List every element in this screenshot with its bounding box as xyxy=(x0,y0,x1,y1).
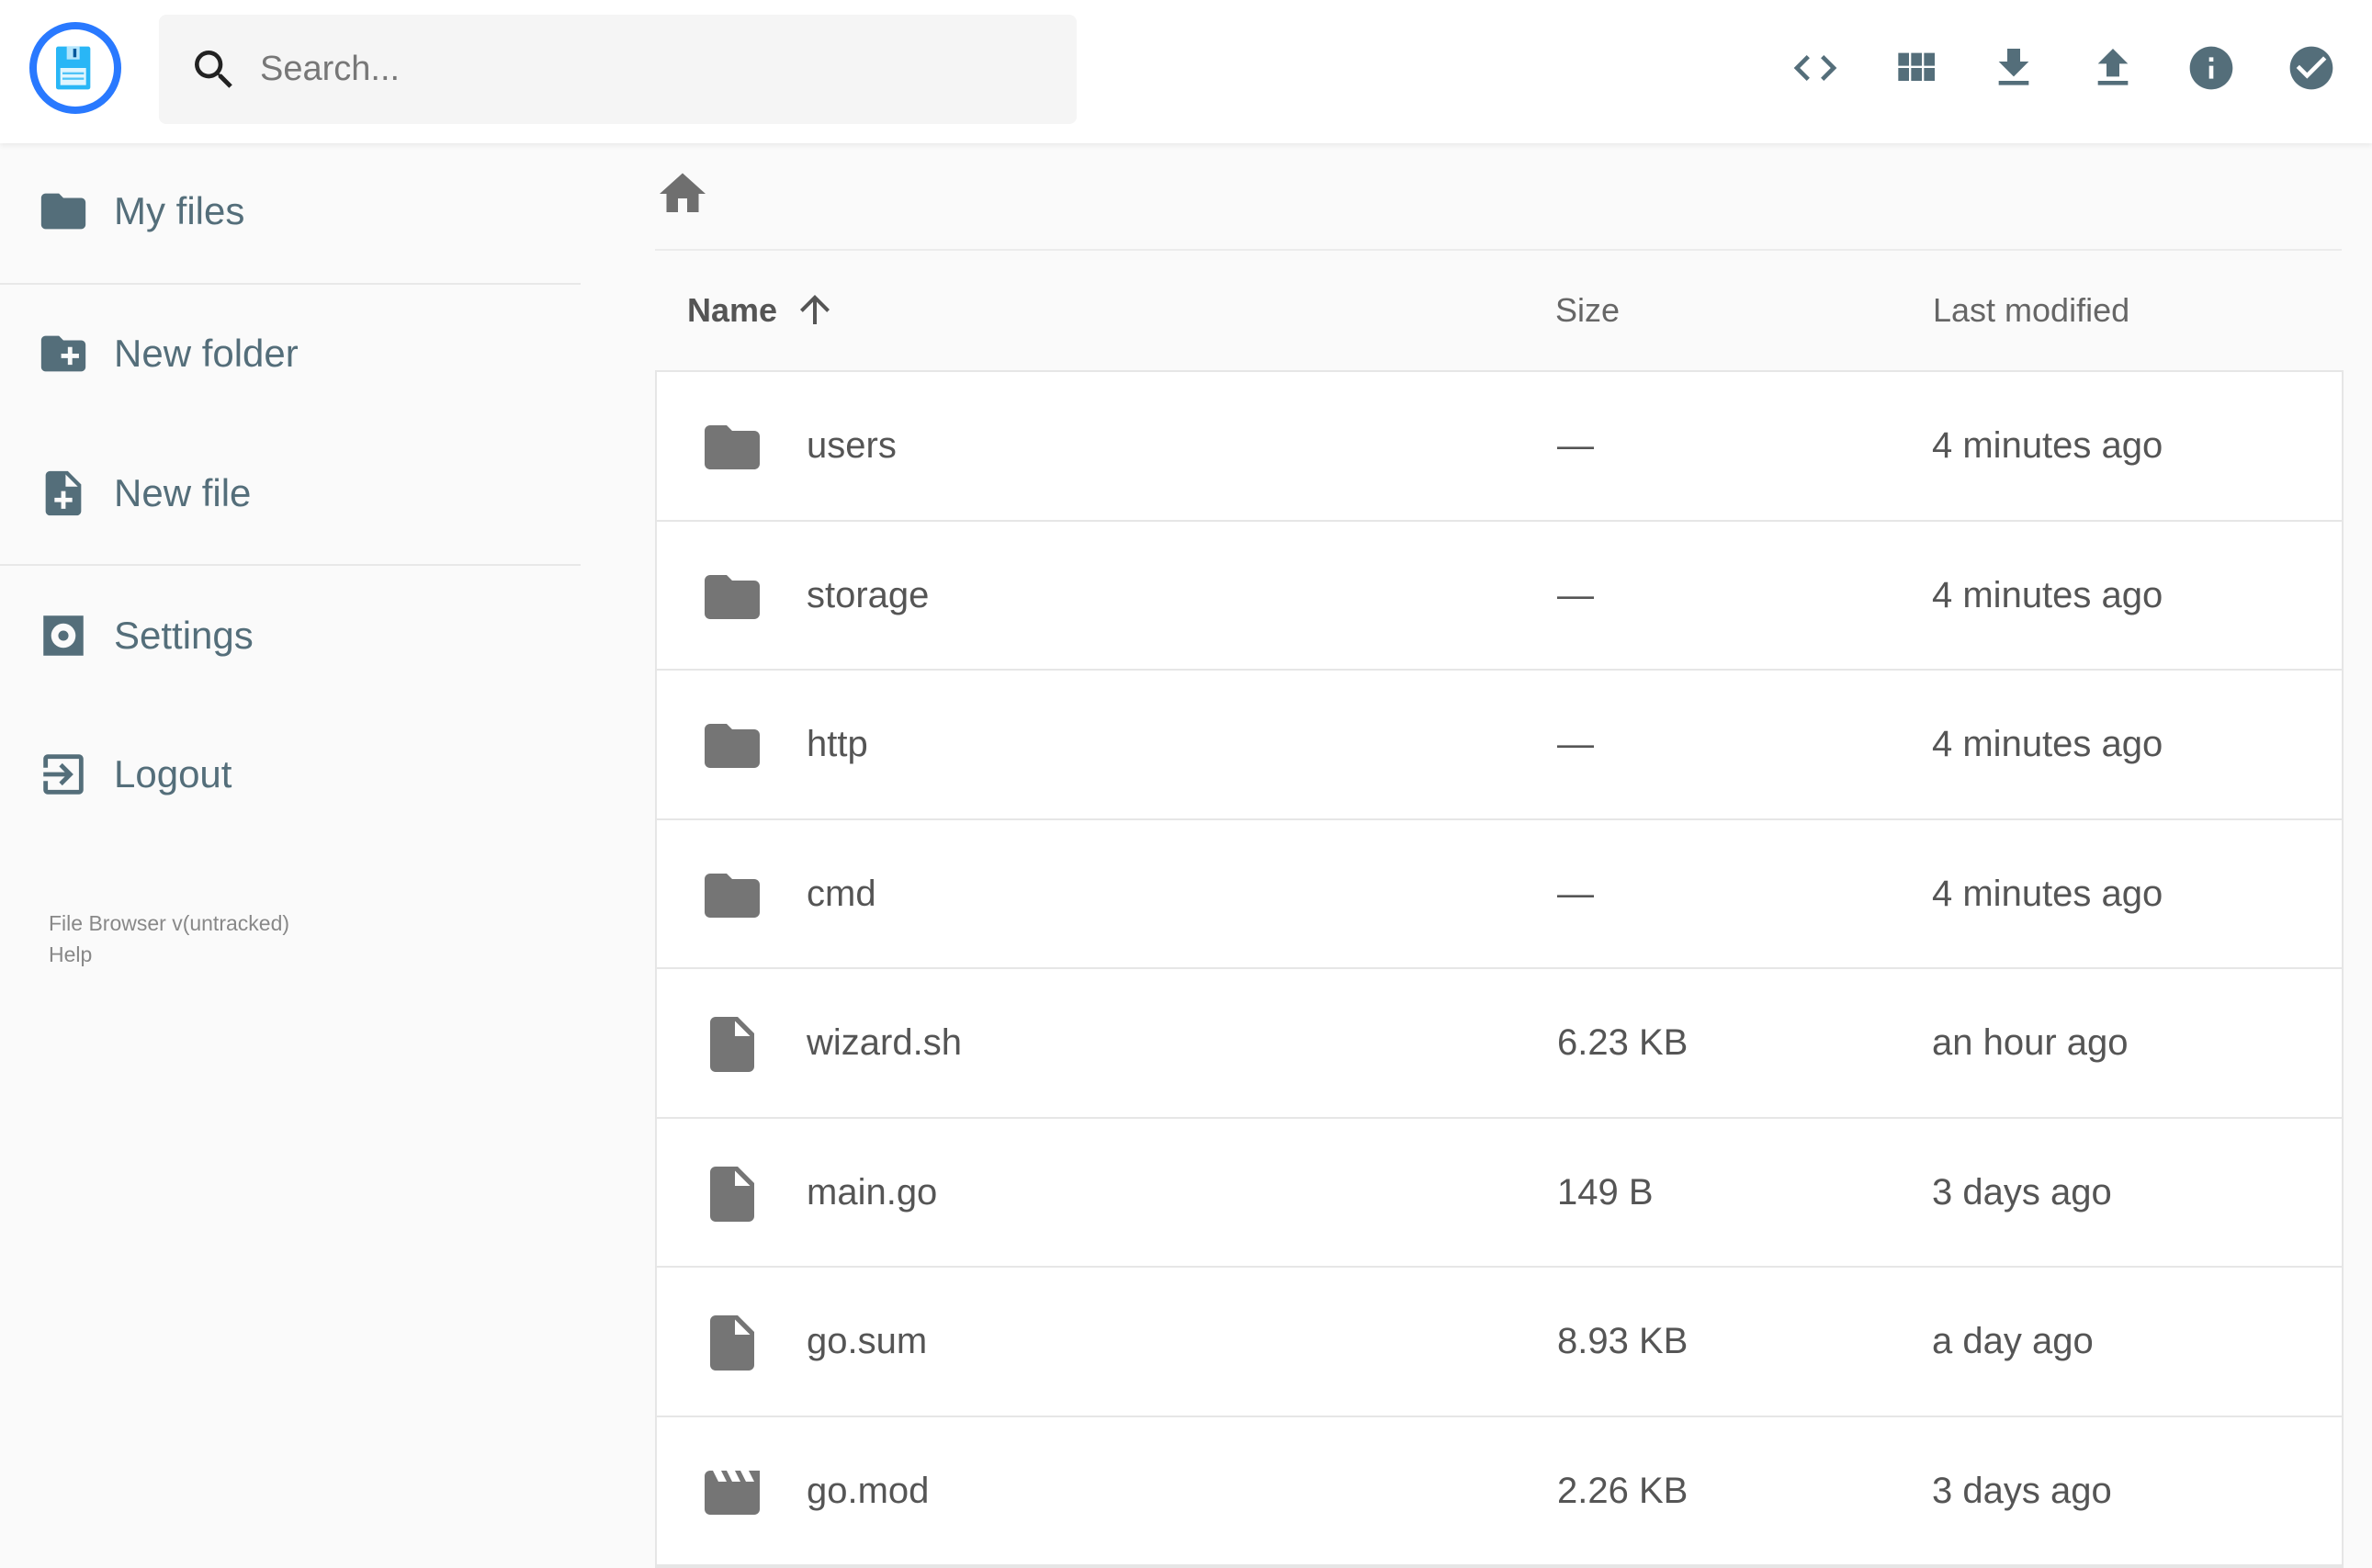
file-modified: 4 minutes ago xyxy=(1932,574,2163,615)
file-icon xyxy=(710,1315,754,1371)
file-modified: 3 days ago xyxy=(1932,1470,2112,1511)
table-row[interactable]: storage — 4 minutes ago xyxy=(657,522,2342,671)
sidebar-item-settings[interactable]: Settings xyxy=(0,585,581,686)
file-size: 6.23 KB xyxy=(1557,1022,1689,1063)
file-name: storage xyxy=(807,574,930,615)
code-view-icon xyxy=(1793,55,1837,81)
file-size: 8.93 KB xyxy=(1557,1321,1689,1361)
file-size: 149 B xyxy=(1557,1171,1654,1213)
folder-icon xyxy=(705,574,760,619)
download-button[interactable] xyxy=(1988,42,2039,94)
file-icon xyxy=(710,1166,754,1222)
file-name: http xyxy=(807,724,868,764)
divider xyxy=(0,564,581,566)
folder-icon xyxy=(705,873,760,918)
info-button[interactable] xyxy=(2186,42,2237,94)
file-name: wizard.sh xyxy=(807,1022,962,1063)
sidebar-item-label: Settings xyxy=(114,614,254,657)
file-modified: 4 minutes ago xyxy=(1932,724,2163,764)
sort-by-name[interactable]: Name xyxy=(687,291,778,329)
arrow-up-icon[interactable] xyxy=(793,288,837,332)
file-size: — xyxy=(1557,425,1594,466)
grid-view-icon xyxy=(1898,52,1935,81)
sidebar: My files New folder New file Settings Lo… xyxy=(0,143,581,1525)
info-icon xyxy=(2189,46,2233,90)
search-icon xyxy=(195,50,232,88)
divider xyxy=(0,283,581,285)
file-modified: a day ago xyxy=(1932,1321,2094,1361)
note-add-icon xyxy=(45,470,82,516)
file-modified: 4 minutes ago xyxy=(1932,873,2163,914)
table-row[interactable]: wizard.sh 6.23 KB an hour ago xyxy=(657,969,2342,1119)
folder-icon xyxy=(40,193,86,230)
search-input[interactable] xyxy=(260,50,995,89)
table-row[interactable]: users — 4 minutes ago xyxy=(657,372,2342,522)
help-link[interactable]: Help xyxy=(49,942,93,966)
sidebar-item-logout[interactable]: Logout xyxy=(0,724,581,825)
search-bar[interactable] xyxy=(159,15,1077,124)
home-icon[interactable] xyxy=(655,166,710,221)
logo[interactable] xyxy=(29,22,121,114)
sidebar-item-label: My files xyxy=(114,189,245,232)
table-row[interactable]: http — 4 minutes ago xyxy=(657,671,2342,820)
table-row[interactable]: cmd — 4 minutes ago xyxy=(657,820,2342,969)
file-name: users xyxy=(807,425,897,466)
folder-icon xyxy=(705,724,760,768)
check-circle-icon xyxy=(2289,46,2333,90)
download-icon xyxy=(1998,49,2029,85)
sidebar-item-label: New file xyxy=(114,471,252,514)
upload-button[interactable] xyxy=(2087,42,2139,94)
sort-by-modified[interactable]: Last modified xyxy=(1933,291,2130,329)
upload-icon xyxy=(2097,49,2129,85)
table-row[interactable]: go.mod 2.26 KB 3 days ago xyxy=(657,1417,2342,1566)
file-size: — xyxy=(1557,724,1594,764)
header xyxy=(0,0,2372,143)
sidebar-item-new-file[interactable]: New file xyxy=(0,443,581,544)
file-name: main.go xyxy=(807,1171,938,1213)
sidebar-item-label: Logout xyxy=(114,752,232,795)
file-name: cmd xyxy=(807,873,876,914)
sidebar-item-label: New folder xyxy=(114,332,299,375)
file-icon xyxy=(710,1017,754,1072)
file-modified: 3 days ago xyxy=(1932,1171,2112,1213)
file-size: — xyxy=(1557,873,1594,914)
floppy-disk-icon xyxy=(56,46,91,90)
breadcrumb xyxy=(655,143,2342,251)
file-name: go.sum xyxy=(807,1321,928,1361)
file-list: users — 4 minutes ago storage — 4 minute… xyxy=(655,370,2344,1568)
file-modified: an hour ago xyxy=(1932,1022,2129,1063)
code-view-button[interactable] xyxy=(1790,42,1841,94)
file-modified: 4 minutes ago xyxy=(1932,425,2163,466)
sidebar-item-my-files[interactable]: My files xyxy=(0,161,581,262)
folder-icon xyxy=(705,425,760,469)
grid-view-button[interactable] xyxy=(1890,42,1941,94)
file-size: 2.26 KB xyxy=(1557,1470,1689,1511)
file-size: — xyxy=(1557,574,1594,615)
version-text: File Browser v(untracked) xyxy=(49,911,290,935)
exit-icon xyxy=(43,754,84,795)
select-button[interactable] xyxy=(2286,42,2337,94)
movie-icon xyxy=(705,1470,760,1515)
table-header: Name Size Last modified xyxy=(655,253,2344,370)
sidebar-item-new-folder[interactable]: New folder xyxy=(0,303,581,404)
sort-by-size[interactable]: Size xyxy=(1555,291,1621,329)
table-row[interactable]: main.go 149 B 3 days ago xyxy=(657,1119,2342,1268)
table-row[interactable]: go.sum 8.93 KB a day ago xyxy=(657,1268,2342,1417)
create-new-folder-icon xyxy=(40,335,86,372)
file-name: go.mod xyxy=(807,1470,930,1511)
settings-icon xyxy=(43,615,84,656)
